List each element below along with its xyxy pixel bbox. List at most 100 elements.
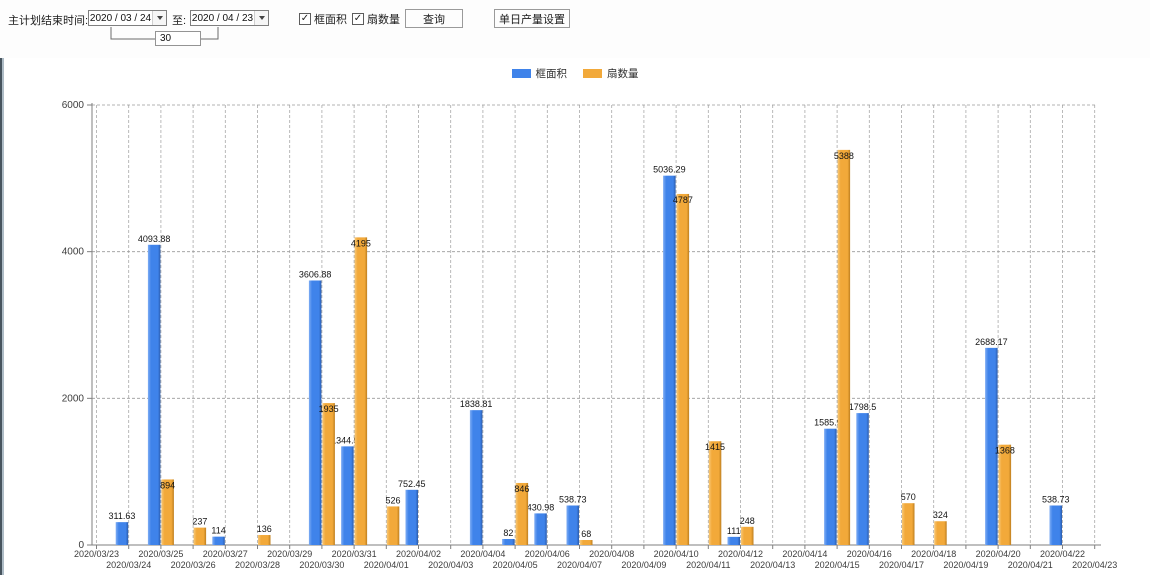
x-axis-label: 2020/04/20: [976, 549, 1021, 559]
bar-value-label: 1585.96: [814, 418, 847, 428]
x-axis-label: 2020/03/27: [203, 549, 248, 559]
bar-fan-count: [708, 441, 722, 545]
bar-value-label: 114: [211, 526, 225, 536]
bar-frame-area: [1049, 505, 1062, 545]
bar-value-label: 570: [901, 492, 916, 502]
bar-value-label: 1935: [319, 404, 339, 414]
bar-fan-count: [741, 526, 754, 545]
bar-value-label: 1344.95: [331, 435, 364, 445]
date-to-value: 2020 / 04 / 23: [191, 12, 254, 24]
bar-value-label: 3606.88: [299, 269, 332, 279]
bar-value-label: 111: [727, 526, 741, 536]
frame-area-swatch: [511, 68, 531, 78]
bar-fan-count: [676, 193, 690, 545]
bar-value-label: 136: [257, 524, 272, 534]
bar-frame-area: [405, 489, 418, 545]
chevron-down-icon[interactable]: [152, 11, 166, 25]
x-axis-label: 2020/04/05: [493, 560, 538, 570]
bar-frame-area: [824, 428, 837, 545]
fan-count-checkbox[interactable]: ✓ 扇数量: [352, 11, 400, 27]
to-label: 至:: [172, 15, 187, 27]
bar-fan-count: [934, 521, 947, 545]
window-left-edge: [0, 0, 2, 575]
bar-value-label: 526: [386, 495, 401, 505]
bar-fan-count: [193, 527, 207, 545]
bar-value-label: 538.73: [559, 494, 587, 504]
bar-fan-count: [998, 444, 1012, 545]
date-from-value: 2020 / 03 / 24: [89, 12, 152, 24]
x-axis-label: 2020/04/08: [589, 549, 634, 559]
daily-output-settings-button[interactable]: 单日产量设置: [494, 9, 570, 28]
query-button[interactable]: 查询: [405, 9, 463, 28]
x-axis-label: 2020/03/31: [332, 549, 377, 559]
x-axis-label: 2020/04/06: [525, 549, 570, 559]
x-axis-label: 2020/04/11: [686, 560, 730, 570]
bar-frame-area: [663, 175, 676, 546]
bar-frame-area: [856, 413, 869, 545]
date-from-picker[interactable]: 2020 / 03 / 24: [88, 10, 167, 26]
x-axis-label: 2020/04/03: [428, 560, 473, 570]
bar-fan-count: [386, 506, 400, 545]
x-axis-label: 2020/04/19: [943, 560, 988, 570]
x-axis-label: 2020/04/10: [654, 549, 699, 559]
date-to-picker[interactable]: 2020 / 04 / 23: [190, 10, 269, 26]
legend-item-fan-count: 扇数量: [583, 66, 639, 81]
bar-frame-area: [727, 536, 740, 545]
bar-fan-count: [322, 403, 335, 545]
bar-value-label: 1368: [995, 446, 1015, 456]
checkbox-check-icon[interactable]: ✓: [299, 13, 311, 25]
x-axis-label: 2020/03/25: [138, 549, 183, 559]
bar-value-label: 68: [581, 529, 591, 539]
window-left-edge-highlight: [2, 0, 4, 575]
x-axis-label: 2020/04/14: [782, 549, 827, 559]
bar-value-label: 894: [160, 480, 175, 490]
checkbox-check-icon[interactable]: ✓: [352, 13, 364, 25]
interval-days-value: 30: [160, 33, 172, 44]
bar-value-label: 5036.29: [653, 165, 686, 175]
x-axis-label: 2020/03/28: [235, 560, 280, 570]
bar-fan-count: [161, 479, 174, 545]
y-axis-label: 2000: [62, 393, 85, 404]
interval-days-input[interactable]: 30: [155, 31, 201, 46]
bar-value-label: 1838.81: [460, 399, 493, 409]
x-axis-label: 2020/04/12: [718, 549, 763, 559]
bar-value-label: 846: [514, 484, 529, 494]
frame-area-checkbox-label: 框面积: [314, 14, 347, 26]
x-axis-label: 2020/04/16: [847, 549, 892, 559]
x-axis-label: 2020/04/01: [364, 560, 409, 570]
bar-frame-area: [566, 505, 579, 545]
x-axis-label: 2020/04/15: [815, 560, 860, 570]
bar-frame-area: [341, 446, 354, 545]
bar-fan-count: [580, 540, 593, 545]
x-axis-label: 2020/04/07: [557, 560, 602, 570]
bar-fan-count: [837, 149, 851, 545]
bar-frame-area: [469, 410, 483, 545]
plan-end-time-label: 主计划结束时间:: [8, 15, 89, 27]
legend-item-frame-area: 框面积: [511, 66, 568, 81]
bar-value-label: 1415: [705, 442, 725, 452]
x-axis-label: 2020/04/17: [879, 560, 924, 570]
x-axis-label: 2020/04/02: [396, 549, 441, 559]
x-axis-label: 2020/03/30: [299, 560, 344, 570]
bar-value-label: 311.63: [109, 511, 136, 521]
x-axis-label: 2020/04/21: [1008, 560, 1053, 570]
frame-area-checkbox[interactable]: ✓ 框面积: [299, 11, 347, 27]
chevron-down-icon[interactable]: [254, 11, 268, 25]
bar-value-label: 430.98: [527, 502, 555, 512]
bar-value-label: 2688.17: [975, 337, 1008, 347]
x-axis-label: 2020/03/29: [267, 549, 312, 559]
bar-value-label: 237: [192, 517, 207, 527]
bar-frame-area: [115, 522, 129, 545]
toolbar: 主计划结束时间: 2020 / 03 / 24 至: 2020 / 04 / 2…: [0, 0, 1150, 58]
bar-frame-area: [308, 280, 322, 545]
bar-frame-area: [212, 536, 225, 545]
bar-frame-area: [147, 244, 161, 545]
x-axis-label: 2020/04/04: [460, 549, 505, 559]
bar-value-label: 4195: [351, 238, 371, 248]
frame-area-legend-label: 框面积: [535, 67, 568, 80]
bar-fan-count: [515, 482, 529, 545]
bar-value-label: 248: [740, 516, 755, 526]
x-axis-label: 2020/03/26: [171, 560, 216, 570]
y-axis-label: 0: [78, 540, 84, 551]
